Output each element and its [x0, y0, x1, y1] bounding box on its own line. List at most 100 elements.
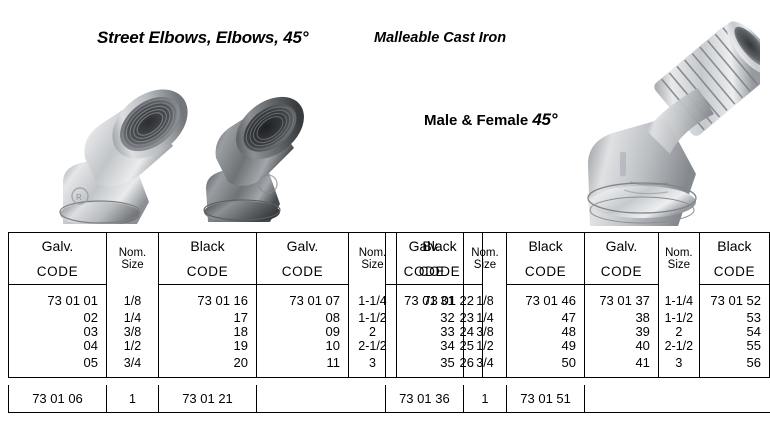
cell-nom-size-2: 3	[657, 353, 700, 378]
male-female-elbows-45-table: Galv. Nom. Size Black Galv. Nom. Size Blac…	[385, 232, 770, 413]
cell-code-black-1: 48	[506, 325, 585, 339]
cell-code-galv-1: 73 01 01	[8, 284, 107, 311]
header-galv-1: Galv.	[8, 232, 107, 259]
header-galv-1: Galv.	[385, 232, 464, 259]
page-subtitle-material: Malleable Cast Iron	[374, 30, 507, 46]
cell-code-black-1: 50	[506, 353, 585, 378]
header-nom-size-1: Nom. Size	[462, 232, 508, 285]
cell-code-galv-2: 73 01 07	[256, 284, 349, 311]
cell-nom-size-1: 1/8	[462, 284, 508, 311]
cell-code-galv-1: 32	[385, 311, 464, 325]
cell-code-galv-2: 40	[583, 339, 659, 353]
cell-code-galv-2: 73 01 37	[583, 284, 659, 311]
cell-code-black-1: 49	[506, 339, 585, 353]
header-black-1: Black	[506, 232, 585, 259]
cell-code-black-2: 56	[698, 353, 770, 378]
table-row: 35 3/4 50 41 3 56	[385, 353, 770, 378]
cell-nom-size-2: 2	[657, 325, 700, 339]
cell-nom-size-1: 3/8	[106, 325, 159, 339]
cell-code-black-1in: 73 01 21	[158, 385, 257, 413]
cell-code-galv-1in: 73 01 06	[8, 385, 107, 413]
galvanized-45-street-elbow-photo	[587, 21, 760, 226]
cell-code-galv-1: 35	[385, 353, 464, 378]
header-code-4: CODE	[698, 259, 770, 285]
male-female-label: Male & Female 45°	[424, 110, 558, 130]
table-gap-row	[386, 378, 770, 386]
cell-nom-size-2: 1-1/4	[657, 284, 700, 311]
cell-code-galv-2: 41	[583, 353, 659, 378]
header-galv-2: Galv.	[583, 232, 659, 259]
header-code-1: CODE	[385, 259, 464, 285]
cell-nom-size-1in: 1	[462, 385, 508, 413]
cell-code-black-2: 55	[698, 339, 770, 353]
header-code-2: CODE	[158, 259, 257, 285]
page-title: Street Elbows, Elbows, 45°	[97, 28, 309, 47]
cell-code-galv-1: 05	[8, 353, 107, 378]
header-black-1: Black	[158, 232, 257, 259]
cell-nom-size-1in: 1	[106, 385, 159, 413]
cell-nom-size-1: 1/4	[106, 311, 159, 325]
table-row: 34 1/2 49 40 2-1/2 55	[385, 339, 770, 353]
cell-code-black-1: 20	[158, 353, 257, 378]
cell-nom-size-1: 1/4	[462, 311, 508, 325]
cell-code-galv-2: 09	[256, 325, 349, 339]
cell-code-black-1: 47	[506, 311, 585, 325]
table-row: 32 1/4 47 38 1-1/2 53	[385, 311, 770, 325]
cell-code-black-1: 18	[158, 325, 257, 339]
male-female-elbows-45-table-container: Galv. Nom. Size Black Galv. Nom. Size Blac…	[385, 232, 770, 413]
cell-nom-size-2: 1-1/2	[657, 311, 700, 325]
table-row-one-inch: 73 01 36 1 73 01 51	[385, 385, 770, 413]
cell-nom-size-1: 1/2	[462, 339, 508, 353]
header-nom-size-2: Nom. Size	[657, 232, 700, 285]
table-row: 73 01 31 1/8 73 01 46 73 01 37 1-1/4 73 …	[385, 284, 770, 311]
cell-code-black-1: 73 01 46	[506, 284, 585, 311]
header-code-3: CODE	[256, 259, 349, 285]
cell-nom-size-1: 3/4	[462, 353, 508, 378]
header-nom-size-1: Nom. Size	[106, 232, 159, 285]
cell-nom-size-1: 3/8	[462, 325, 508, 339]
cell-code-galv-1in: 73 01 36	[385, 385, 464, 413]
cell-code-black-1in: 73 01 51	[506, 385, 585, 413]
cell-code-black-2: 73 01 52	[698, 284, 770, 311]
table-header-row-top: Galv. Nom. Size Black Galv. Nom. Size Blac…	[385, 232, 770, 285]
cell-nom-size-1: 1/8	[106, 284, 159, 311]
cell-nom-size-1: 3/4	[106, 353, 159, 378]
cell-empty	[699, 385, 770, 413]
header-black-2: Black	[698, 232, 770, 259]
cell-code-galv-1: 73 01 31	[385, 284, 464, 311]
table-row: 04 1/2 19 10 2-1/2 25	[8, 339, 483, 353]
header-galv-2: Galv.	[256, 232, 349, 259]
header-code-3: CODE	[583, 259, 659, 285]
cell-code-galv-2: 08	[256, 311, 349, 325]
cell-code-galv-1: 03	[8, 325, 107, 339]
cell-code-black-1: 17	[158, 311, 257, 325]
cell-code-galv-2: 39	[583, 325, 659, 339]
page-heading-row: Street Elbows, Elbows, 45° Malleable Cas…	[0, 28, 770, 54]
cell-empty	[583, 385, 659, 413]
cell-empty	[256, 385, 349, 413]
cell-code-galv-1: 33	[385, 325, 464, 339]
cell-code-black-2: 53	[698, 311, 770, 325]
table-header-row-code: CODE CODE CODE CODE	[385, 259, 770, 285]
cell-nom-size-1: 1/2	[106, 339, 159, 353]
male-female-degree-text: 45°	[532, 110, 558, 129]
black-45-elbow-photo	[203, 96, 304, 222]
cell-nom-size-2: 2-1/2	[348, 339, 397, 353]
table-row: 05 3/4 20 11 3 26	[8, 353, 483, 378]
svg-text:R: R	[76, 193, 82, 202]
table-row: 33 3/8 48 39 2 54	[385, 325, 770, 339]
cell-nom-size-2: 2-1/2	[657, 339, 700, 353]
cell-code-black-1: 19	[158, 339, 257, 353]
cell-code-black-1: 73 01 16	[158, 284, 257, 311]
cell-code-galv-1: 02	[8, 311, 107, 325]
cell-code-galv-2: 11	[256, 353, 349, 378]
header-code-1: CODE	[8, 259, 107, 285]
cell-code-galv-2: 38	[583, 311, 659, 325]
male-female-label-text: Male & Female	[424, 112, 533, 129]
cell-code-galv-1: 04	[8, 339, 107, 353]
cell-code-galv-1: 34	[385, 339, 464, 353]
cell-code-galv-2: 10	[256, 339, 349, 353]
header-code-2: CODE	[506, 259, 585, 285]
cell-code-black-2: 54	[698, 325, 770, 339]
cell-empty	[658, 385, 700, 413]
